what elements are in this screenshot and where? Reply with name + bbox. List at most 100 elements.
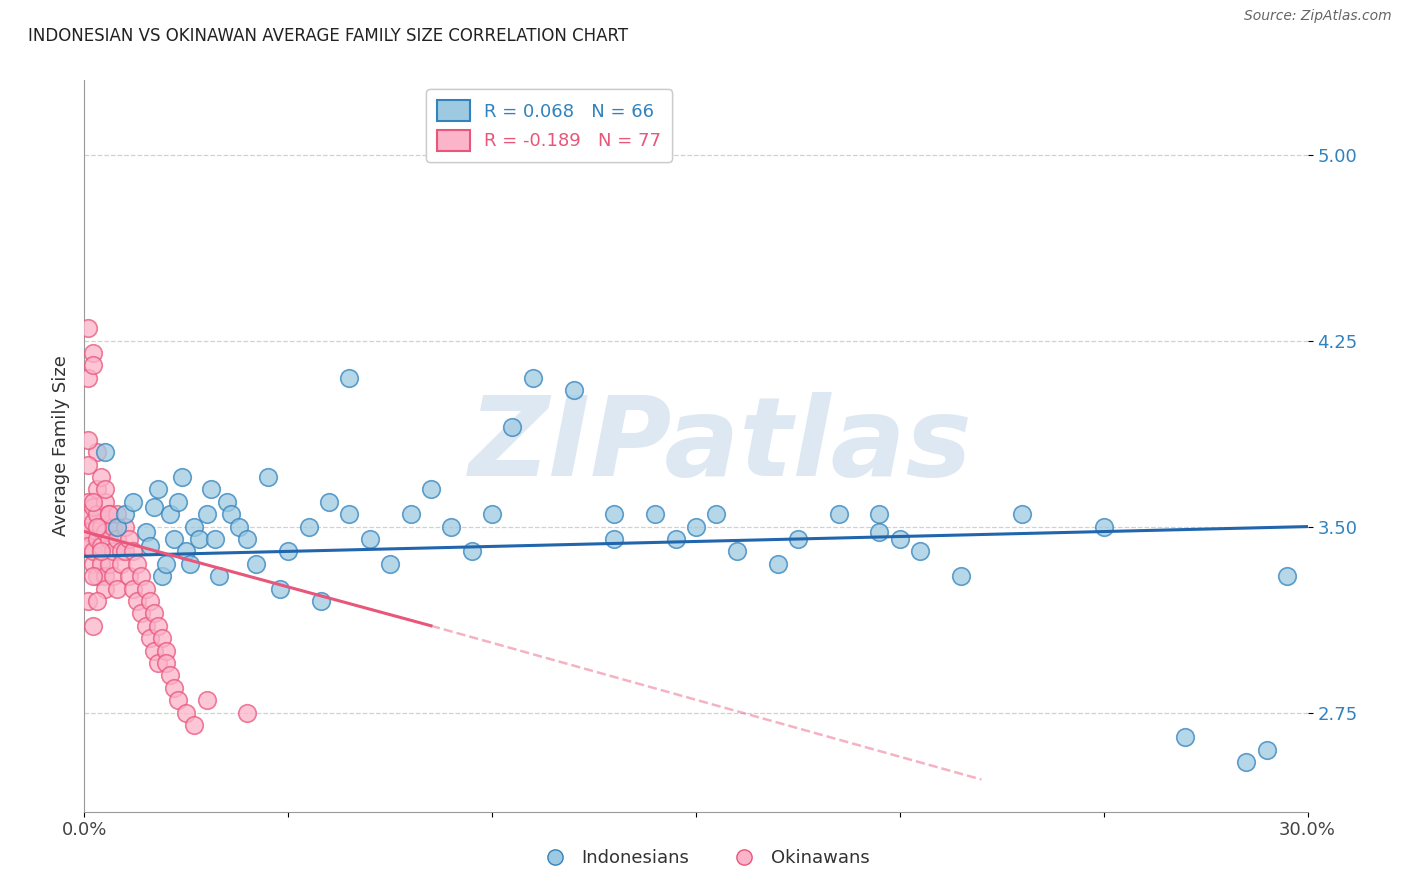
Point <box>950 569 973 583</box>
Point <box>179 557 201 571</box>
Point <box>114 507 136 521</box>
Point <box>77 371 100 385</box>
Legend: Indonesians, Okinawans: Indonesians, Okinawans <box>529 842 877 874</box>
Point <box>110 557 132 571</box>
Point <box>869 507 891 521</box>
Point <box>122 582 145 596</box>
Point <box>93 582 115 596</box>
Point <box>163 681 186 695</box>
Point <box>110 544 132 558</box>
Point <box>90 557 112 571</box>
Point <box>159 668 181 682</box>
Point <box>1234 755 1257 769</box>
Point <box>82 544 104 558</box>
Point <box>644 507 666 521</box>
Point <box>77 433 100 447</box>
Point <box>135 582 157 596</box>
Point <box>685 519 707 533</box>
Point <box>93 569 115 583</box>
Point <box>122 544 145 558</box>
Point <box>150 569 173 583</box>
Point <box>787 532 810 546</box>
Point <box>228 519 250 533</box>
Point <box>889 532 911 546</box>
Point <box>86 445 108 459</box>
Point <box>77 458 100 472</box>
Point <box>187 532 209 546</box>
Point <box>138 631 160 645</box>
Point <box>138 540 160 554</box>
Point <box>155 656 177 670</box>
Point <box>77 594 100 608</box>
Point <box>380 557 402 571</box>
Point <box>725 544 748 558</box>
Point <box>82 346 104 360</box>
Point <box>77 507 100 521</box>
Point <box>146 619 169 633</box>
Point <box>183 718 205 732</box>
Point <box>86 569 108 583</box>
Point <box>97 557 120 571</box>
Point <box>183 519 205 533</box>
Point <box>339 371 360 385</box>
Point <box>90 519 112 533</box>
Point <box>146 656 169 670</box>
Text: INDONESIAN VS OKINAWAN AVERAGE FAMILY SIZE CORRELATION CHART: INDONESIAN VS OKINAWAN AVERAGE FAMILY SI… <box>28 27 628 45</box>
Point <box>219 507 242 521</box>
Point <box>82 495 104 509</box>
Point <box>114 519 136 533</box>
Point <box>766 557 789 571</box>
Point <box>481 507 503 521</box>
Point <box>122 495 145 509</box>
Point <box>155 557 177 571</box>
Point <box>82 359 104 373</box>
Point <box>155 643 177 657</box>
Point <box>97 507 120 521</box>
Point <box>501 420 523 434</box>
Point <box>440 519 463 533</box>
Point <box>908 544 931 558</box>
Point <box>208 569 231 583</box>
Point <box>93 495 115 509</box>
Point <box>105 519 128 533</box>
Point <box>101 519 124 533</box>
Point <box>1174 731 1197 745</box>
Point <box>86 519 108 533</box>
Point <box>82 515 104 529</box>
Point <box>77 495 100 509</box>
Point <box>105 582 128 596</box>
Point <box>135 524 157 539</box>
Point <box>146 483 169 497</box>
Point <box>204 532 226 546</box>
Point <box>105 532 128 546</box>
Point <box>664 532 686 546</box>
Point <box>318 495 340 509</box>
Point <box>127 557 149 571</box>
Point <box>82 619 104 633</box>
Point <box>73 532 96 546</box>
Point <box>236 532 259 546</box>
Point <box>167 693 190 707</box>
Point <box>217 495 239 509</box>
Point <box>90 540 112 554</box>
Point <box>869 524 891 539</box>
Point <box>97 532 120 546</box>
Y-axis label: Average Family Size: Average Family Size <box>52 356 70 536</box>
Point <box>245 557 267 571</box>
Legend: R = 0.068   N = 66, R = -0.189   N = 77: R = 0.068 N = 66, R = -0.189 N = 77 <box>426 89 672 161</box>
Point <box>1275 569 1298 583</box>
Point <box>195 693 218 707</box>
Point <box>420 483 443 497</box>
Point <box>138 594 160 608</box>
Point <box>82 500 104 514</box>
Point <box>277 544 299 558</box>
Point <box>101 569 124 583</box>
Point <box>167 495 190 509</box>
Point <box>603 507 626 521</box>
Point <box>562 383 585 397</box>
Point <box>131 569 153 583</box>
Point <box>603 532 626 546</box>
Point <box>236 706 259 720</box>
Point <box>339 507 360 521</box>
Point <box>77 321 100 335</box>
